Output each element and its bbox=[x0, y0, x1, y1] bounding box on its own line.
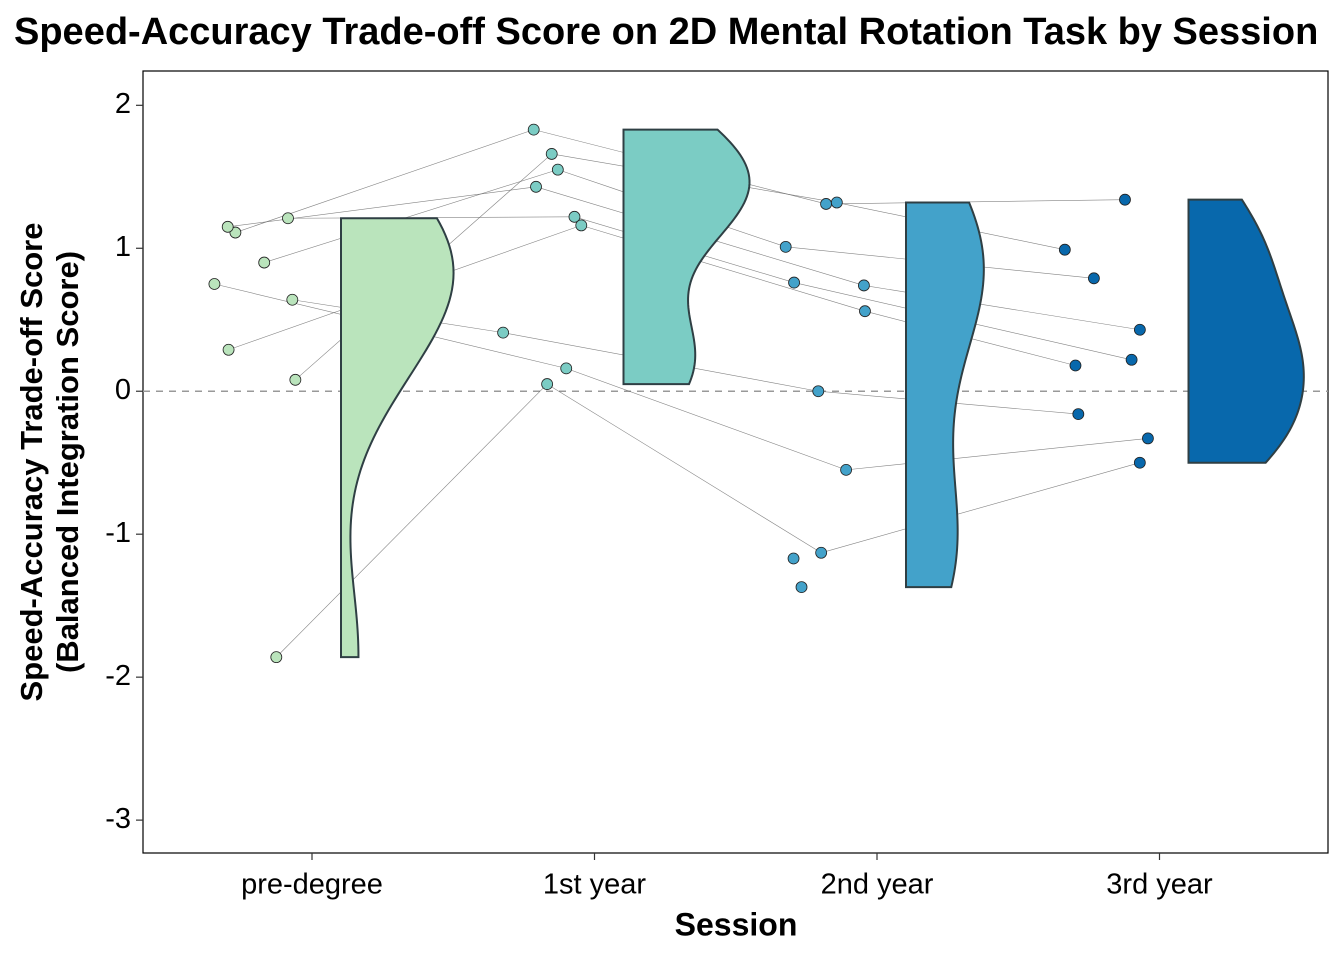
data-point bbox=[812, 385, 825, 398]
data-point bbox=[568, 210, 581, 223]
data-point bbox=[1088, 272, 1100, 285]
data-point bbox=[795, 581, 808, 593]
subject-line bbox=[546, 383, 822, 554]
data-point bbox=[820, 198, 832, 210]
x-tick-label: 2nd year bbox=[821, 869, 934, 901]
y-tick-label: -1 bbox=[105, 517, 131, 549]
half-violin bbox=[905, 201, 985, 589]
data-point bbox=[1072, 408, 1085, 421]
data-point bbox=[788, 276, 800, 289]
chart-title: Speed-Accuracy Trade-off Score on 2D Men… bbox=[14, 11, 1318, 53]
data-point bbox=[1058, 243, 1071, 256]
data-point bbox=[859, 305, 871, 318]
data-point bbox=[1119, 193, 1131, 206]
data-point bbox=[858, 279, 870, 292]
data-point bbox=[815, 546, 828, 559]
plot-panel bbox=[142, 70, 1329, 854]
y-tick-label: 1 bbox=[115, 231, 131, 263]
data-point bbox=[527, 123, 540, 136]
data-point bbox=[286, 293, 299, 306]
data-point bbox=[779, 240, 792, 253]
data-point bbox=[787, 552, 800, 565]
data-point bbox=[1133, 456, 1146, 469]
y-tick-label: 2 bbox=[115, 88, 131, 120]
data-point bbox=[1142, 432, 1154, 445]
x-axis-title: Session bbox=[675, 906, 798, 942]
data-point bbox=[545, 148, 558, 160]
data-point bbox=[221, 220, 234, 233]
half-violin bbox=[622, 128, 751, 386]
data-point bbox=[289, 373, 302, 386]
subject-line bbox=[566, 368, 847, 471]
x-tick-label: pre-degree bbox=[241, 869, 383, 901]
data-point bbox=[282, 212, 294, 225]
y-tick-label: -3 bbox=[105, 803, 131, 835]
subject-line bbox=[264, 169, 558, 263]
subject-line bbox=[846, 438, 1148, 471]
data-point bbox=[1133, 323, 1146, 336]
data-point bbox=[222, 343, 235, 356]
data-point bbox=[830, 196, 843, 209]
x-tick-label: 3rd year bbox=[1106, 869, 1213, 901]
data-point bbox=[560, 362, 573, 375]
data-point bbox=[575, 219, 588, 232]
subject-line bbox=[227, 186, 537, 228]
half-violin bbox=[1187, 198, 1305, 464]
data-point bbox=[1125, 353, 1138, 366]
y-tick-label: -2 bbox=[105, 660, 131, 692]
data-point bbox=[1069, 359, 1082, 372]
data-point bbox=[530, 180, 542, 193]
data-point bbox=[258, 256, 271, 269]
half-violin bbox=[340, 217, 455, 659]
subject-line bbox=[276, 383, 548, 658]
y-axis-title: (Balanced Integration Score) bbox=[50, 251, 85, 673]
data-point bbox=[497, 326, 510, 339]
y-axis-title: Speed-Accuracy Trade-off Score bbox=[14, 223, 49, 702]
data-point bbox=[551, 163, 564, 176]
data-point bbox=[541, 378, 554, 390]
data-point bbox=[270, 651, 283, 664]
data-point bbox=[840, 463, 853, 476]
x-tick-label: 1st year bbox=[543, 869, 646, 901]
data-point bbox=[208, 278, 221, 290]
subject-line bbox=[821, 462, 1140, 554]
y-tick-label: 0 bbox=[115, 374, 131, 406]
subject-line bbox=[826, 199, 1125, 205]
